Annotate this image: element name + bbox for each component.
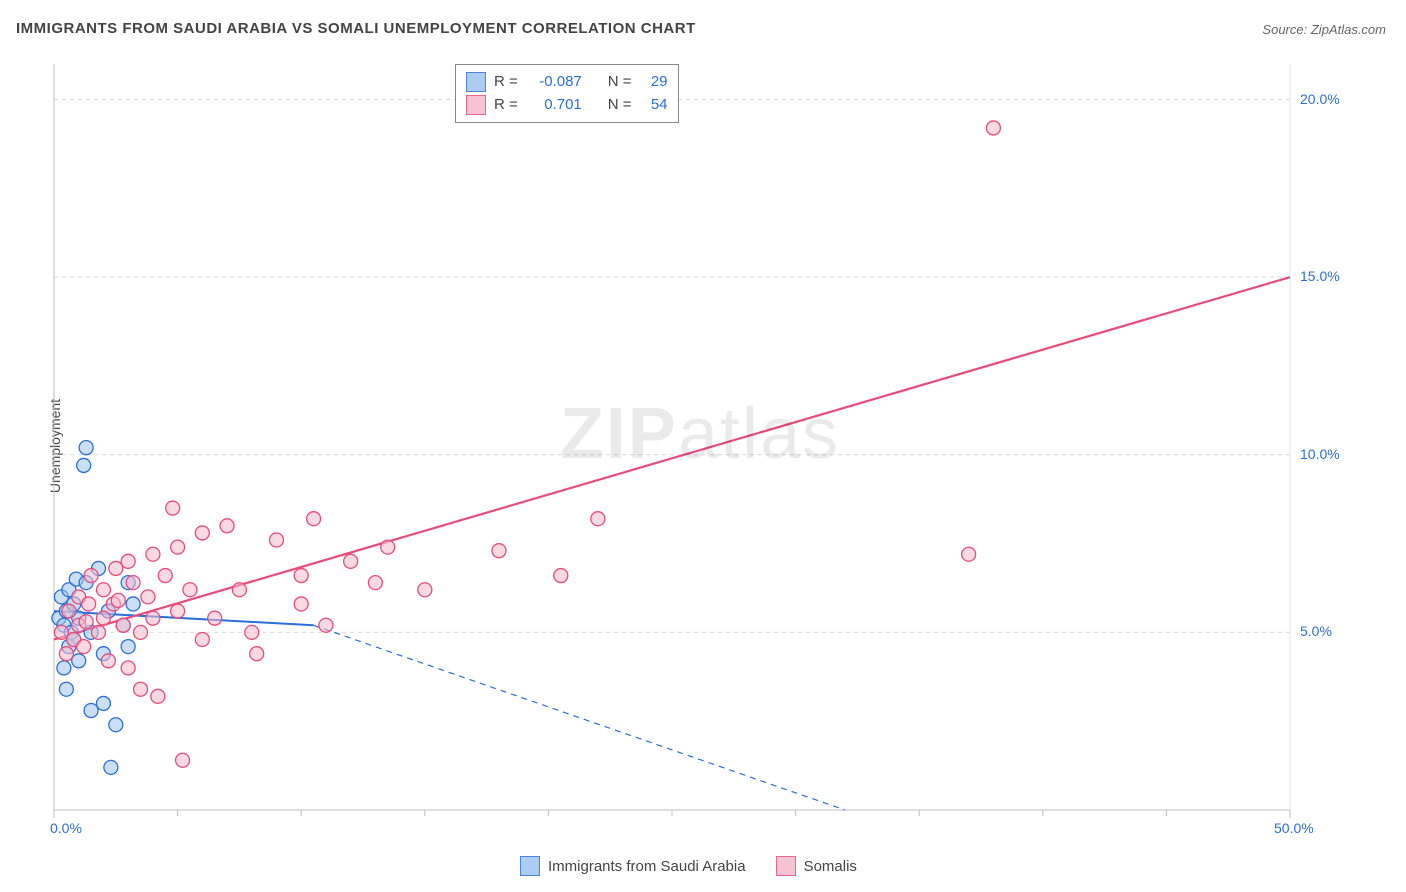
legend-r-value: -0.087 (526, 71, 582, 94)
legend-r-label: R = (494, 94, 518, 117)
legend-swatch (466, 95, 486, 115)
chart-svg (50, 60, 1350, 840)
legend-swatch (776, 856, 796, 876)
chart-plot-area: ZIPatlas 5.0%10.0%15.0%20.0%0.0%50.0% (50, 60, 1350, 840)
legend-series-name: Immigrants from Saudi Arabia (548, 858, 746, 875)
legend-row: R = -0.087 N = 29 (466, 71, 668, 94)
legend-item: Somalis (776, 856, 857, 876)
legend-series-name: Somalis (804, 858, 857, 875)
x-tick-label: 50.0% (1274, 820, 1314, 836)
x-tick-label: 0.0% (50, 820, 82, 836)
y-tick-label: 15.0% (1300, 268, 1340, 284)
y-tick-label: 20.0% (1300, 91, 1340, 107)
y-tick-label: 5.0% (1300, 623, 1332, 639)
chart-title: IMMIGRANTS FROM SAUDI ARABIA VS SOMALI U… (16, 20, 696, 37)
legend-r-label: R = (494, 71, 518, 94)
legend-r-value: 0.701 (526, 94, 582, 117)
legend-n-value: 29 (640, 71, 668, 94)
legend-swatch (466, 72, 486, 92)
legend-n-label: N = (608, 71, 632, 94)
y-tick-label: 10.0% (1300, 446, 1340, 462)
source-name: ZipAtlas.com (1311, 22, 1386, 37)
series-legend: Immigrants from Saudi Arabia Somalis (520, 856, 857, 876)
legend-n-label: N = (608, 94, 632, 117)
source-label: Source: (1262, 22, 1307, 37)
correlation-legend: R = -0.087 N = 29 R = 0.701 N = 54 (455, 64, 679, 123)
legend-item: Immigrants from Saudi Arabia (520, 856, 746, 876)
legend-n-value: 54 (640, 94, 668, 117)
source-attribution: Source: ZipAtlas.com (1262, 22, 1386, 37)
legend-row: R = 0.701 N = 54 (466, 94, 668, 117)
legend-swatch (520, 856, 540, 876)
